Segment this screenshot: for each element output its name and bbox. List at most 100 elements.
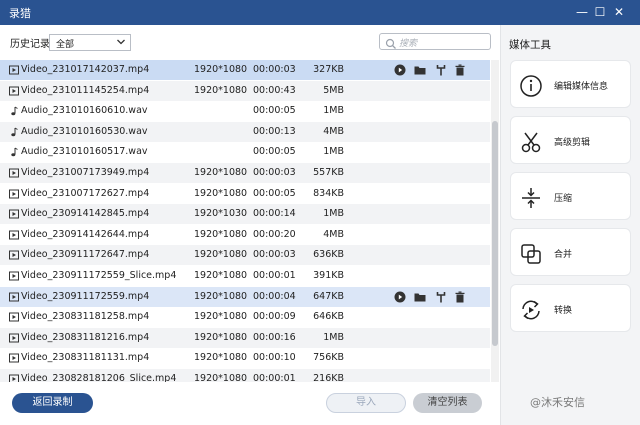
file-size: 647KB — [313, 290, 344, 302]
play-icon[interactable] — [393, 290, 407, 304]
file-size: 636KB — [313, 249, 344, 261]
file-resolution: 1920*1080 — [194, 64, 248, 75]
edit-media-info-button[interactable]: 编辑媒体信息 — [510, 60, 631, 108]
merge-icon — [518, 241, 544, 267]
search-placeholder: 搜索 — [399, 39, 418, 49]
scrollbar[interactable] — [491, 60, 499, 382]
search-input[interactable]: 搜索 — [379, 33, 491, 50]
video-file-icon — [9, 168, 19, 178]
file-list: Video_231017142037.mp4 1920*1080 00:00:03 3… — [0, 60, 490, 382]
file-row[interactable]: Audio_231010160610.wav 00:00:05 1MB — [0, 101, 490, 121]
bottom-bar: 返回录制 导入 清空列表 — [0, 382, 500, 425]
file-row[interactable]: Video_230831181131.mp4 1920*1080 00:00:10 7… — [0, 348, 490, 368]
file-row[interactable]: Audio_231010160517.wav 00:00:05 1MB — [0, 142, 490, 162]
compress-icon — [518, 185, 544, 211]
file-resolution: 1920*1080 — [194, 84, 248, 96]
clear-list-button[interactable]: 清空列表 — [413, 393, 482, 413]
folder-icon[interactable] — [413, 290, 427, 304]
file-row[interactable]: Video_230911172647.mp4 1920*1080 00:00:03 6… — [0, 245, 490, 266]
file-duration: 00:00:05 — [253, 105, 296, 117]
file-name: Video_230911172559.mp4 — [21, 290, 150, 302]
compress-button[interactable]: 压缩 — [510, 172, 631, 220]
file-size: 5MB — [323, 84, 344, 96]
back-to-record-button[interactable]: 返回录制 — [12, 393, 93, 413]
file-row[interactable]: Video_230831181258.mp4 1920*1080 00:00:09 6… — [0, 307, 490, 327]
file-row[interactable]: Video_230911172559_Slice.mp4 1920*1080 00:… — [0, 266, 490, 286]
folder-icon[interactable] — [413, 63, 427, 77]
convert-button[interactable]: 转换 — [510, 284, 631, 332]
tool-label: 合并 — [554, 250, 573, 260]
video-file-icon — [9, 189, 19, 199]
file-size: 834KB — [313, 187, 344, 199]
file-resolution: 1920*1030 — [194, 208, 248, 220]
file-row[interactable]: Video_231017142037.mp4 1920*1080 00:00:03 3… — [0, 60, 490, 80]
file-row[interactable]: Video_231011145254.mp4 1920*1080 00:00:43 5… — [0, 80, 490, 101]
file-name: Video_231007172627.mp4 — [21, 187, 150, 199]
tools-icon[interactable] — [434, 63, 448, 77]
audio-file-icon — [9, 106, 19, 116]
tool-label: 压缩 — [554, 194, 573, 204]
file-duration: 00:00:14 — [253, 208, 296, 220]
file-size: 327KB — [313, 64, 344, 75]
merge-button[interactable]: 合并 — [510, 228, 631, 276]
file-name: Video_230914142644.mp4 — [21, 228, 150, 240]
watermark: @沐禾安信 — [530, 396, 585, 409]
file-row[interactable]: Video_231007172627.mp4 1920*1080 00:00:05 8… — [0, 184, 490, 204]
filter-selected-value: 全部 — [56, 40, 75, 50]
file-size: 1MB — [323, 208, 344, 220]
history-panel: 历史记录 全部 搜索 Video_231017142037.mp4 1920*10… — [0, 25, 500, 425]
file-size: 1MB — [323, 331, 344, 343]
file-name: Video_231017142037.mp4 — [21, 64, 150, 75]
file-size: 216KB — [313, 373, 344, 382]
media-tools-title: 媒体工具 — [509, 39, 551, 51]
video-file-icon — [9, 374, 19, 382]
file-name: Video_230831181258.mp4 — [21, 311, 150, 323]
file-row[interactable]: Video_230828181206_Slice.mp4 1920*1080 00:… — [0, 369, 490, 382]
play-icon[interactable] — [393, 63, 407, 77]
file-name: Video_230911172559_Slice.mp4 — [21, 270, 177, 281]
filter-dropdown[interactable]: 全部 — [49, 34, 131, 51]
close-button[interactable]: ✕ — [613, 5, 625, 19]
file-name: Video_231007173949.mp4 — [21, 167, 150, 178]
video-file-icon — [9, 250, 19, 260]
scrollbar-thumb[interactable] — [492, 121, 498, 346]
file-resolution: 1920*1080 — [194, 311, 248, 323]
video-file-icon — [9, 312, 19, 322]
file-row[interactable]: Video_231007173949.mp4 1920*1080 00:00:03 5… — [0, 163, 490, 183]
advanced-cut-button[interactable]: 高级剪辑 — [510, 116, 631, 164]
file-row[interactable]: Video_230831181216.mp4 1920*1080 00:00:16 1… — [0, 327, 490, 348]
file-size: 4MB — [323, 125, 344, 137]
import-button[interactable]: 导入 — [326, 393, 406, 413]
convert-icon — [518, 297, 544, 323]
video-file-icon — [9, 333, 19, 343]
file-row[interactable]: Audio_231010160530.wav 00:00:13 4MB — [0, 121, 490, 142]
file-name: Audio_231010160517.wav — [21, 146, 148, 158]
chevron-down-icon — [116, 37, 126, 50]
file-row[interactable]: Video_230914142845.mp4 1920*1030 00:00:14 1… — [0, 204, 490, 225]
file-duration: 00:00:16 — [253, 331, 296, 343]
file-duration: 00:00:05 — [253, 146, 296, 158]
file-size: 1MB — [323, 105, 344, 117]
delete-icon[interactable] — [453, 63, 467, 77]
delete-icon[interactable] — [453, 290, 467, 304]
file-row[interactable]: Video_230914142644.mp4 1920*1080 00:00:20 4… — [0, 225, 490, 245]
audio-file-icon — [9, 147, 19, 157]
maximize-button[interactable]: ☐ — [594, 5, 606, 19]
file-duration: 00:00:04 — [253, 290, 296, 302]
tools-icon[interactable] — [434, 290, 448, 304]
file-resolution: 1920*1080 — [194, 228, 248, 240]
file-row[interactable]: Video_230911172559.mp4 1920*1080 00:00:04 6… — [0, 286, 490, 307]
scissors-icon — [518, 129, 544, 155]
file-resolution: 1920*1080 — [194, 331, 248, 343]
file-duration: 00:00:03 — [253, 249, 296, 261]
file-name: Video_230831181131.mp4 — [21, 352, 150, 364]
file-duration: 00:00:10 — [253, 352, 296, 364]
minimize-button[interactable]: — — [576, 5, 588, 19]
tool-label: 编辑媒体信息 — [554, 82, 609, 92]
file-duration: 00:00:01 — [253, 270, 296, 281]
file-duration: 00:00:43 — [253, 84, 296, 96]
file-name: Video_231011145254.mp4 — [21, 84, 150, 96]
filter-bar: 历史记录 全部 搜索 — [0, 25, 500, 59]
file-duration: 00:00:03 — [253, 167, 296, 178]
file-resolution: 1920*1080 — [194, 249, 248, 261]
